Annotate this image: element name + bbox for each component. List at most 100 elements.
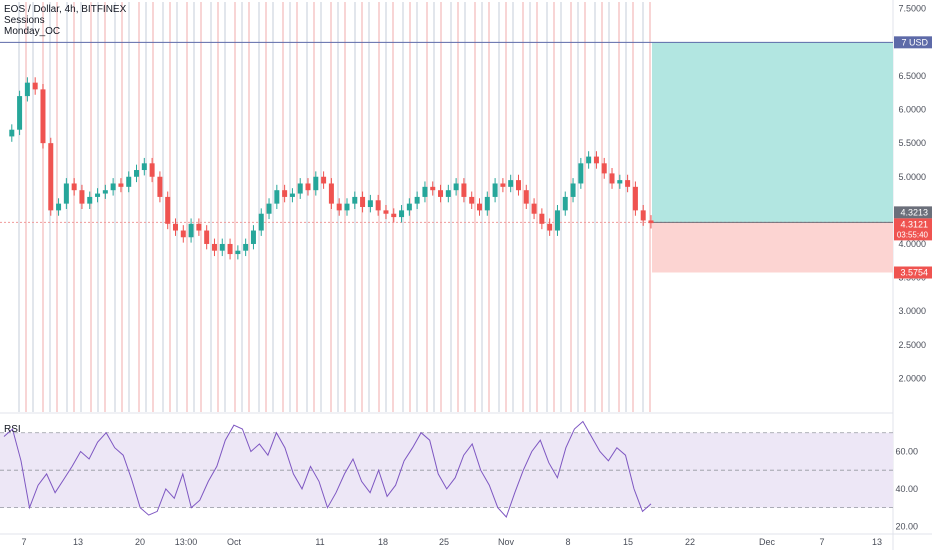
candle-body [515,180,521,191]
rsi-tick-label: 20.00 [895,521,918,531]
candle-body [539,213,545,224]
candle-body [17,96,23,130]
price-tick-label: 6.5000 [898,71,926,81]
candle-body [274,190,280,204]
target-price-tag-text: 7 USD [901,37,928,47]
candle-body [165,196,171,224]
candle-body [593,156,599,164]
rsi-pane-label[interactable]: RSI [4,424,21,435]
candle-body [250,230,256,244]
entry-price-tag-text: 4.3213 [900,207,928,217]
candle-body [500,183,506,187]
candle-body [40,89,46,144]
candle-body [399,210,405,218]
candle-body [430,186,436,191]
candle-body [492,183,498,197]
candle-body [367,200,373,207]
stop-price-tag-text: 3.5754 [900,268,928,278]
candle-body [484,196,490,211]
candle-body [313,176,319,191]
price-tick-label: 2.5000 [898,340,926,350]
price-tick-label: 7.5000 [898,4,926,14]
entry-price-tag: 4.3213 [894,206,932,219]
entry-price-tag-bg [894,206,932,219]
current-price-tag-bg [894,218,932,241]
candle-body [282,190,288,197]
candle-body [453,183,459,191]
candle-body [56,203,62,211]
candle-body [321,176,327,184]
candle-body [648,220,654,224]
candle-body [609,173,615,184]
target-price-tag: 7 USD [894,36,932,49]
candle-body [632,186,638,211]
time-tick-label: 7 [21,537,26,547]
candle-body [71,183,77,191]
candle-body [360,196,366,207]
candle-body [211,243,217,251]
candle-body [141,163,147,171]
stop-price-tag-bg [894,266,932,279]
candle-body [110,183,116,191]
candle-body [562,196,568,211]
candle-body [196,223,202,231]
candle-body [336,203,342,211]
candle-body [422,186,428,197]
time-axis: 7 13 20 13:00 Oct 11 18 25 Nov 8 15 22 Dec 7 13 [21,537,882,547]
legend-symbol[interactable]: EOS / Dollar, 4h, BITFINEX [4,4,127,15]
price-tick-label: 5.5000 [898,138,926,148]
stop-price-tag: 3.5754 [894,266,932,279]
candle-body [180,230,186,238]
candle-body [87,196,93,204]
time-tick-label: 25 [439,537,449,547]
chart-legend: EOS / Dollar, 4h, BITFINEX Sessions Mond… [4,4,126,37]
candle-body [243,243,249,251]
candle-body [391,213,397,218]
candle-body [305,183,311,191]
price-tick-label: 4.0000 [898,239,926,249]
candle-body [32,82,38,90]
rsi-tick-label: 40.00 [895,484,918,494]
candle-body [344,203,350,211]
candle-body [601,163,607,174]
loss-zone [652,222,893,273]
candle-body [63,183,69,204]
candle-body [48,143,54,211]
candle-body [578,163,584,184]
candle-body [617,180,623,184]
candle-body [258,213,264,231]
candle-body [188,223,194,238]
time-tick-label: 13 [872,537,882,547]
price-axis: 7.50007.00006.50006.00005.50005.00004.50… [898,4,926,384]
time-tick-label: Nov [498,537,515,547]
price-tick-label: 5.0000 [898,172,926,182]
candle-body [586,156,592,164]
time-tick-label: 8 [565,537,570,547]
candle-body [375,200,381,211]
candle-body [383,210,389,214]
target-price-tag-bg [894,36,932,49]
candle-body [523,190,529,204]
session-lines [18,2,651,412]
time-tick-label: 18 [378,537,388,547]
candles [9,77,654,260]
candle-body [547,223,553,231]
time-tick-label: 15 [623,537,633,547]
rsi-line [3,420,652,518]
rsi-pane: 60.00 40.00 20.00 [0,420,918,531]
candle-body [235,250,241,255]
price-tick-label: 3.0000 [898,306,926,316]
time-tick-label: 13 [73,537,83,547]
candle-body [219,243,225,251]
rsi-tick-label: 60.00 [895,446,918,456]
candle-body [508,180,514,187]
legend-indicator-sessions[interactable]: Sessions [4,15,45,26]
bar-countdown: 03:55:40 [897,230,929,239]
candle-body [102,190,108,194]
time-tick-label: 11 [315,537,324,547]
legend-indicator-monday-oc[interactable]: Monday_OC [4,26,61,37]
time-tick-label: 20 [135,537,145,547]
candle-body [554,210,560,231]
